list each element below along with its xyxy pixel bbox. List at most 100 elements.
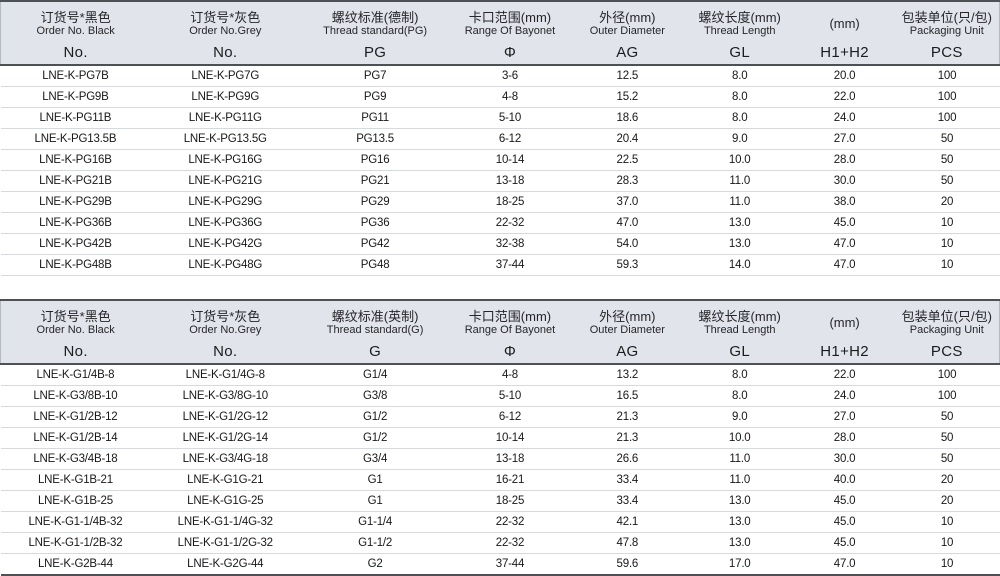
header-label-cn: 订货号*灰色	[190, 9, 261, 25]
cell-order-no-grey: LNE-K-G2G-44	[150, 553, 301, 576]
cell-packaging-unit: 10	[894, 553, 1000, 576]
header-title-block: 螺纹长度(mm) Thread Length	[685, 301, 795, 340]
pg-thread-spec-table: 订货号*黑色 Order No. Black No. 订货号*灰色 Order No.G…	[0, 0, 1000, 276]
header-title-block: 外径(mm) Outer Diameter	[570, 301, 685, 340]
table-row: LNE-K-PG7B LNE-K-PG7G PG7 3-6 12.5 8.0 20.0 100	[0, 65, 1000, 87]
column-header-outer-diameter: 外径(mm) Outer Diameter AG	[569, 0, 685, 66]
cell-outer-diameter: 42.1	[569, 511, 685, 533]
header-title-block: 订货号*黑色 Order No. Black	[1, 2, 150, 41]
cell-thread-length: 8.0	[684, 86, 795, 108]
cell-order-no-grey: LNE-K-G3/4G-18	[150, 448, 301, 470]
cell-order-no-grey: LNE-K-G3/8G-10	[150, 385, 301, 407]
cell-thread-standard: PG7	[300, 65, 451, 87]
cell-thread-standard: PG48	[300, 254, 451, 276]
header-title-block: 包装单位(只/包) Packaging Unit	[895, 301, 999, 340]
header-label-cn: 订货号*黑色	[40, 308, 111, 324]
cell-packaging-unit: 50	[894, 170, 1000, 192]
cell-order-no-grey: LNE-K-G1/2G-12	[150, 406, 301, 428]
column-header-bayonet-range: 卡口范围(mm) Range Of Bayonet Φ	[450, 299, 570, 365]
header-label-cn: 包装单位(只/包)	[901, 308, 992, 324]
header-symbol: Φ	[503, 343, 517, 360]
header-label-cn: (mm)	[829, 16, 860, 31]
header-title-block: (mm)	[795, 301, 895, 340]
header-symbol: PG	[363, 44, 387, 61]
cell-h1-h2: 27.0	[794, 128, 895, 150]
header-label-en: Order No.Grey	[189, 323, 262, 336]
cell-thread-length: 14.0	[684, 254, 795, 276]
cell-outer-diameter: 59.6	[569, 553, 685, 576]
cell-bayonet-range: 3-6	[450, 65, 570, 87]
header-label-cn: 卡口范围(mm)	[468, 308, 552, 324]
cell-thread-length: 17.0	[684, 553, 795, 576]
cell-h1-h2: 40.0	[794, 469, 895, 491]
cell-order-no-black: LNE-K-PG7B	[0, 65, 151, 87]
cell-packaging-unit: 10	[894, 254, 1000, 276]
cell-thread-standard: G1/4	[300, 364, 451, 386]
cell-bayonet-range: 5-10	[450, 385, 570, 407]
cell-outer-diameter: 28.3	[569, 170, 685, 192]
header-label-en: Thread standard(PG)	[323, 24, 428, 37]
header-symbol: H1+H2	[820, 44, 869, 61]
cell-packaging-unit: 10	[894, 532, 1000, 554]
table-row: LNE-K-G1/2B-14 LNE-K-G1/2G-14 G1/2 10-14 21.…	[0, 427, 1000, 449]
cell-bayonet-range: 13-18	[450, 170, 570, 192]
cell-h1-h2: 47.0	[794, 553, 895, 576]
cell-order-no-grey: LNE-K-G1/4G-8	[150, 364, 301, 386]
cell-thread-standard: PG13.5	[300, 128, 451, 150]
table-row: LNE-K-G1B-21 LNE-K-G1G-21 G1 16-21 33.4 11.0 4…	[0, 469, 1000, 491]
column-header-packaging-unit: 包装单位(只/包) Packaging Unit PCS	[894, 0, 1000, 66]
cell-bayonet-range: 16-21	[450, 469, 570, 491]
cell-outer-diameter: 47.0	[569, 212, 685, 234]
header-label-en: Thread standard(G)	[326, 323, 424, 336]
cell-order-no-grey: LNE-K-PG7G	[150, 65, 301, 87]
table-row: LNE-K-G1-1/4B-32 LNE-K-G1-1/4G-32 G1-1/4 22…	[0, 511, 1000, 533]
column-header-thread-length: 螺纹长度(mm) Thread Length GL	[684, 0, 795, 66]
table-row: LNE-K-G3/8B-10 LNE-K-G3/8G-10 G3/8 5-10 16.5…	[0, 385, 1000, 407]
cell-thread-length: 9.0	[684, 406, 795, 428]
cell-h1-h2: 28.0	[794, 149, 895, 171]
cell-h1-h2: 22.0	[794, 364, 895, 386]
cell-outer-diameter: 59.3	[569, 254, 685, 276]
cell-order-no-grey: LNE-K-PG36G	[150, 212, 301, 234]
cell-order-no-black: LNE-K-G1B-25	[0, 490, 151, 512]
cell-packaging-unit: 20	[894, 469, 1000, 491]
header-symbol: PCS	[930, 343, 963, 360]
cell-order-no-black: LNE-K-G1-1/4B-32	[0, 511, 151, 533]
header-symbol: No.	[213, 44, 238, 61]
cell-order-no-black: LNE-K-PG16B	[0, 149, 151, 171]
cell-outer-diameter: 22.5	[569, 149, 685, 171]
cell-outer-diameter: 18.6	[569, 107, 685, 129]
cell-bayonet-range: 6-12	[450, 406, 570, 428]
header-title-block: (mm)	[795, 2, 895, 41]
header-label-en: Packaging Unit	[909, 24, 984, 37]
header-label-en: Thread Length	[703, 24, 776, 37]
cell-bayonet-range: 37-44	[450, 254, 570, 276]
cell-h1-h2: 24.0	[794, 385, 895, 407]
cell-h1-h2: 24.0	[794, 107, 895, 129]
column-header-order-no-black: 订货号*黑色 Order No. Black No.	[0, 299, 151, 365]
cell-order-no-grey: LNE-K-G1-1/4G-32	[150, 511, 301, 533]
cell-thread-length: 11.0	[684, 469, 795, 491]
cell-thread-length: 8.0	[684, 385, 795, 407]
cell-bayonet-range: 6-12	[450, 128, 570, 150]
cell-bayonet-range: 18-25	[450, 191, 570, 213]
cell-thread-length: 10.0	[684, 149, 795, 171]
header-row: 订货号*黑色 Order No. Black No. 订货号*灰色 Order No.G…	[0, 299, 1000, 365]
table-row: LNE-K-PG42B LNE-K-PG42G PG42 32-38 54.0 13.0 4…	[0, 233, 1000, 255]
header-label-en: Range Of Bayonet	[464, 24, 556, 37]
cell-packaging-unit: 10	[894, 212, 1000, 234]
header-label-cn: 卡口范围(mm)	[468, 9, 552, 25]
cell-order-no-grey: LNE-K-G1G-21	[150, 469, 301, 491]
cell-order-no-black: LNE-K-PG36B	[0, 212, 151, 234]
cell-h1-h2: 47.0	[794, 233, 895, 255]
cell-thread-length: 8.0	[684, 65, 795, 87]
header-label-cn: 包装单位(只/包)	[901, 9, 992, 25]
cell-outer-diameter: 20.4	[569, 128, 685, 150]
cell-order-no-grey: LNE-K-PG48G	[150, 254, 301, 276]
header-symbol: AG	[616, 343, 639, 360]
header-title-block: 卡口范围(mm) Range Of Bayonet	[450, 2, 570, 41]
cell-bayonet-range: 22-32	[450, 532, 570, 554]
cell-order-no-grey: LNE-K-G1G-25	[150, 490, 301, 512]
cell-bayonet-range: 13-18	[450, 448, 570, 470]
cell-order-no-grey: LNE-K-PG16G	[150, 149, 301, 171]
